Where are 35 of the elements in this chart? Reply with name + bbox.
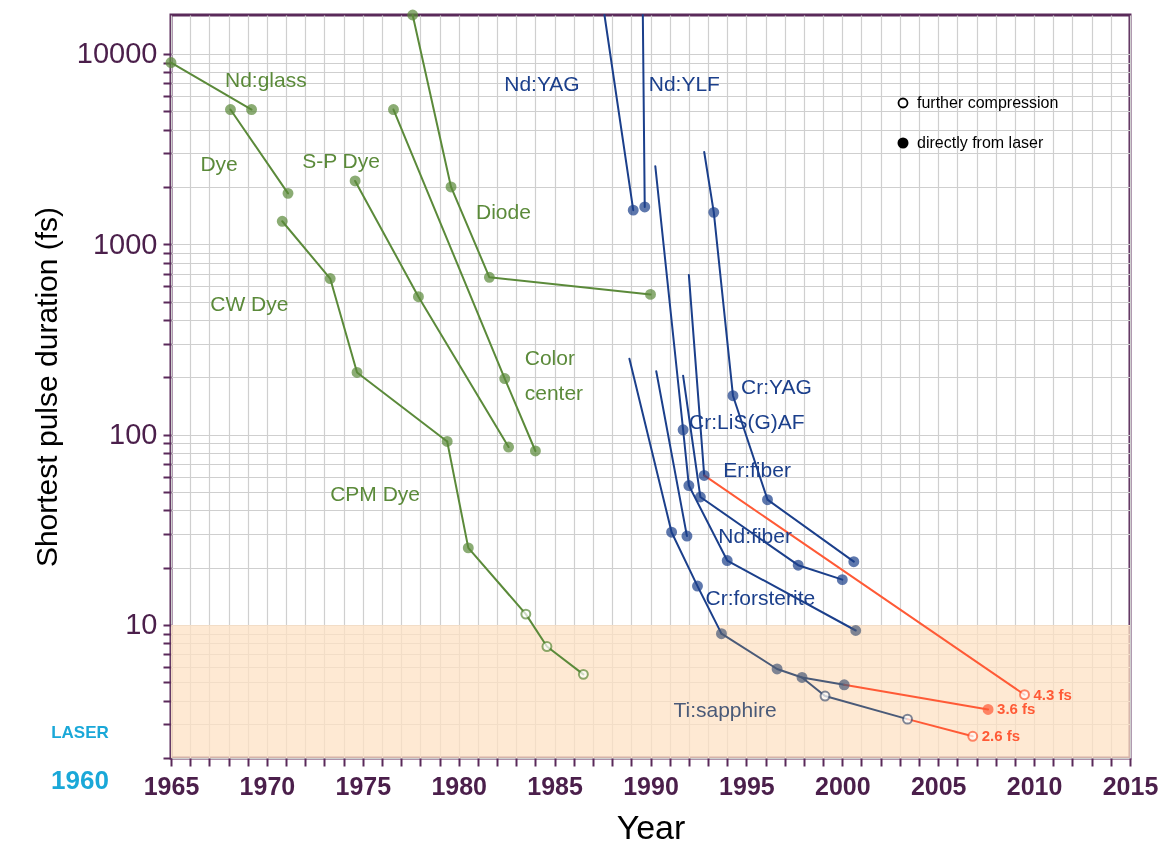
text: 1960 [51, 765, 109, 795]
annotation: directly from laser [917, 134, 1044, 151]
y-tick-label: 1000 [92, 227, 158, 260]
series-label: Nd:YLF [648, 71, 720, 95]
x-tick-label: 2005 [910, 771, 967, 800]
y-tick-label: 10 [125, 608, 158, 641]
text: LASER [51, 723, 109, 742]
series-label: Color center [524, 345, 584, 404]
series-label: Diode [476, 199, 531, 223]
x-tick-label: 1975 [335, 771, 392, 800]
x-tick-label: 1995 [719, 771, 775, 800]
series-label: Nd:glass [225, 67, 307, 91]
series-label: S-P Dye [302, 148, 380, 172]
x-tick-label: 1965 [143, 771, 200, 800]
series-label: CPM Dye [330, 482, 421, 506]
x-tick-label: 1970 [239, 771, 296, 800]
series-label: Ti:sapphire [673, 697, 777, 721]
x-tick-label: 1985 [527, 771, 583, 800]
x-tick-label: 1980 [431, 771, 488, 800]
x-tick-label: 2010 [1006, 771, 1063, 800]
x-tick-label: 2000 [814, 771, 871, 800]
y-tick-label: 10000 [76, 37, 158, 70]
annotation: further compression [917, 94, 1059, 111]
series-label: Nd:YAG [504, 72, 580, 96]
series-label: Cr:YAG [740, 374, 812, 398]
data-label: 4.3 fs [1033, 685, 1072, 703]
data-label: 3.6 fs [997, 700, 1036, 718]
x-tick-label: 1990 [623, 771, 679, 800]
data-label: 2.6 fs [981, 727, 1021, 745]
series-label: Dye [200, 151, 238, 175]
x-axis-title: Year [616, 807, 686, 846]
y-axis-title: Shortest pulse duration (fs) [29, 206, 63, 568]
series-label: CW Dye [210, 292, 289, 316]
y-tick-label: 100 [109, 418, 158, 451]
x-tick-label: 2015 [1102, 771, 1159, 800]
